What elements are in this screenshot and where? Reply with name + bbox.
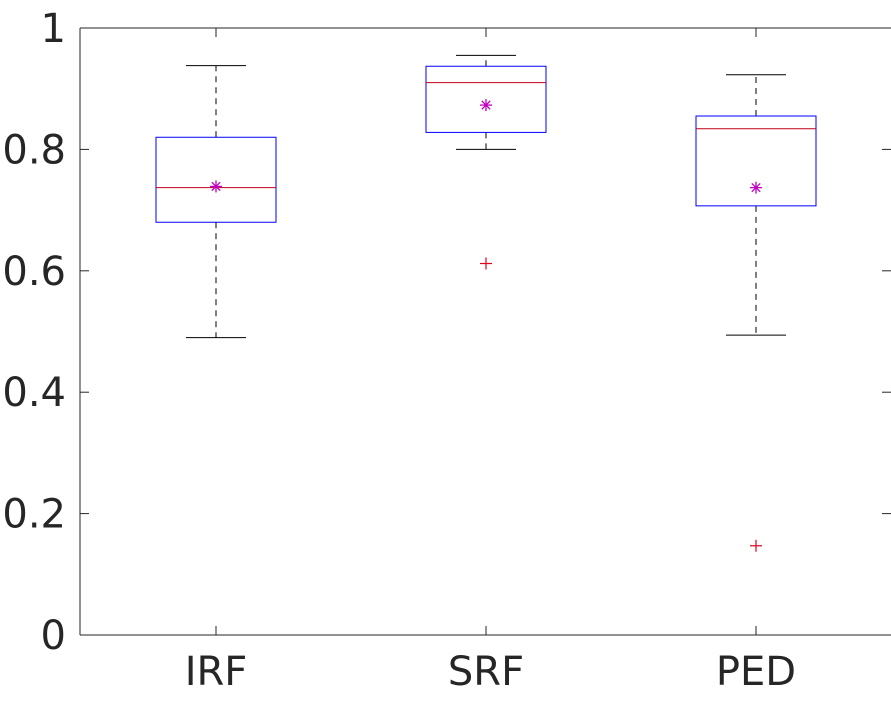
y-tick-label: 0.6	[2, 249, 66, 295]
mean-marker	[210, 180, 222, 193]
x-tick-label: SRF	[448, 649, 524, 695]
outlier-marker	[480, 257, 492, 270]
ticks-layer: 0 0.2 0.4 0.6 0.8 1 IRF SRF PED	[2, 6, 891, 695]
y-tick-label: 0.2	[2, 492, 66, 538]
y-tick-label: 0.4	[2, 370, 66, 416]
y-tick-label: 0	[41, 613, 66, 659]
mean-marker-d2	[211, 181, 221, 192]
iqr-box	[155, 136, 277, 223]
x-tick-label: PED	[716, 649, 796, 695]
outlier-marker	[750, 539, 762, 552]
mean-marker-d2	[751, 182, 761, 193]
x-tick-label: IRF	[185, 649, 248, 695]
mean-marker-d2	[481, 100, 491, 110]
boxes-layer	[155, 54, 817, 552]
mean-marker	[480, 99, 492, 112]
mean-marker	[750, 181, 762, 194]
box-irf	[155, 65, 277, 339]
box-ped	[695, 74, 817, 552]
box-srf	[425, 54, 547, 270]
iqr-box	[425, 65, 547, 133]
y-tick-label: 1	[41, 6, 66, 52]
plot-area	[79, 27, 891, 636]
iqr-box	[695, 115, 817, 207]
y-tick-label: 0.8	[2, 127, 66, 173]
